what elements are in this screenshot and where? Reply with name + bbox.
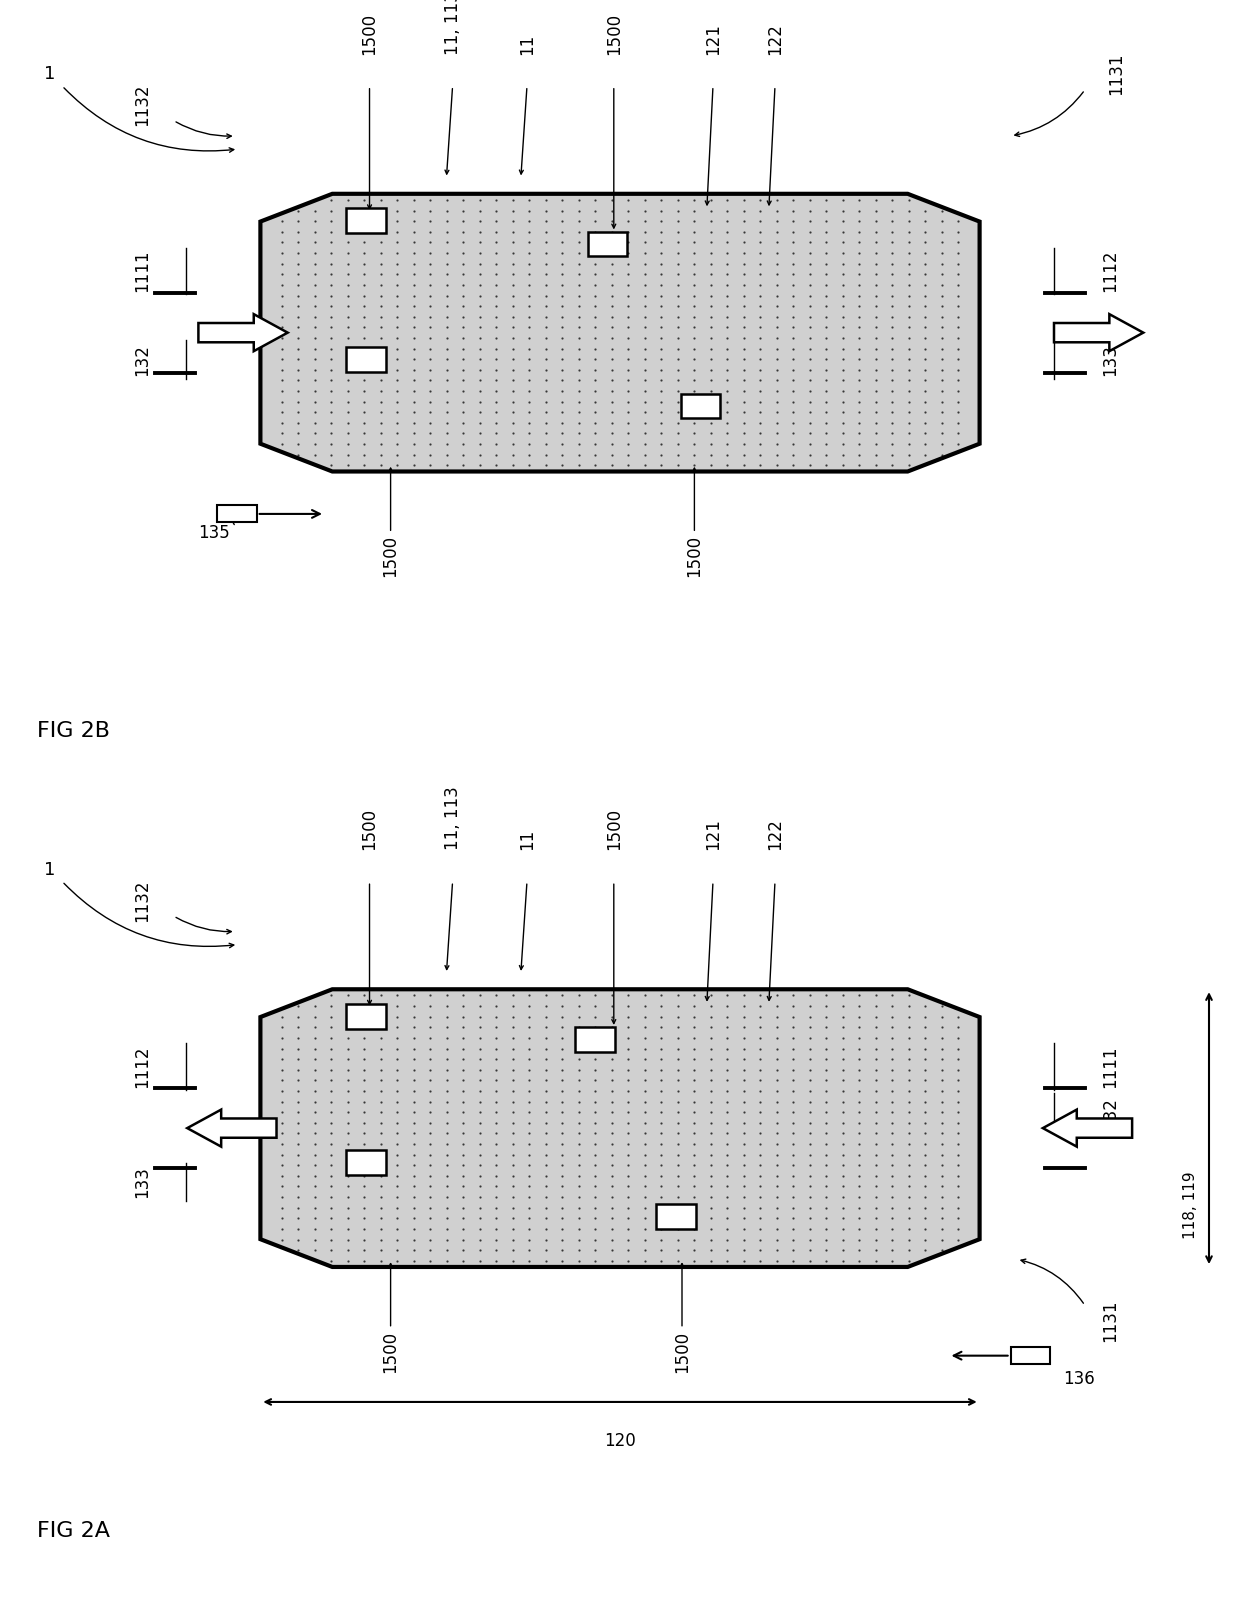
Text: 121: 121	[704, 22, 722, 55]
Bar	[346, 1151, 386, 1175]
Polygon shape	[1043, 1109, 1132, 1147]
Text: 1500: 1500	[673, 1331, 691, 1372]
Text: 1500: 1500	[382, 1331, 399, 1372]
Text: 1500: 1500	[361, 13, 378, 55]
Bar	[656, 1205, 696, 1229]
Text: 135: 135	[197, 524, 229, 542]
Text: 1112: 1112	[1101, 249, 1118, 292]
Text: 1132: 1132	[134, 879, 151, 922]
Text: 133: 133	[134, 1167, 151, 1199]
Polygon shape	[198, 313, 288, 352]
Text: 121: 121	[704, 818, 722, 850]
Text: 1112: 1112	[134, 1045, 151, 1088]
Bar	[346, 1004, 386, 1028]
Text: 1500: 1500	[382, 535, 399, 577]
Text: 1500: 1500	[361, 808, 378, 850]
Text: 11, 113: 11, 113	[444, 0, 461, 55]
Polygon shape	[1054, 313, 1143, 352]
Text: 11: 11	[518, 829, 536, 850]
Text: 1131: 1131	[1107, 53, 1125, 95]
Text: 11: 11	[518, 34, 536, 55]
Text: 1500: 1500	[605, 13, 622, 55]
Bar	[588, 231, 627, 256]
Text: 1131: 1131	[1101, 1300, 1118, 1342]
Text: 132: 132	[1101, 1096, 1118, 1128]
Bar	[346, 209, 386, 233]
Text: 132: 132	[134, 344, 151, 376]
Text: FIG 2A: FIG 2A	[37, 1520, 110, 1541]
Text: 11, 113: 11, 113	[444, 787, 461, 850]
Text: 133: 133	[1101, 344, 1118, 376]
Text: 1132: 1132	[134, 84, 151, 127]
Text: 1: 1	[43, 66, 56, 84]
Text: 120: 120	[604, 1432, 636, 1450]
Bar	[217, 506, 257, 522]
Text: 1111: 1111	[1101, 1045, 1118, 1088]
Text: 118, 119: 118, 119	[1183, 1172, 1198, 1239]
Polygon shape	[260, 194, 980, 471]
Bar	[1011, 1347, 1050, 1364]
Polygon shape	[187, 1109, 277, 1147]
Text: 122: 122	[766, 22, 784, 55]
Bar	[346, 347, 386, 371]
Polygon shape	[260, 990, 980, 1266]
Bar	[681, 394, 720, 418]
Text: FIG 2B: FIG 2B	[37, 722, 110, 741]
Text: 1: 1	[43, 861, 56, 879]
Text: 1111: 1111	[134, 249, 151, 292]
Text: 1500: 1500	[686, 535, 703, 577]
Text: 1500: 1500	[605, 808, 622, 850]
Bar	[575, 1027, 615, 1051]
Text: 122: 122	[766, 818, 784, 850]
Text: 136: 136	[1063, 1369, 1095, 1388]
